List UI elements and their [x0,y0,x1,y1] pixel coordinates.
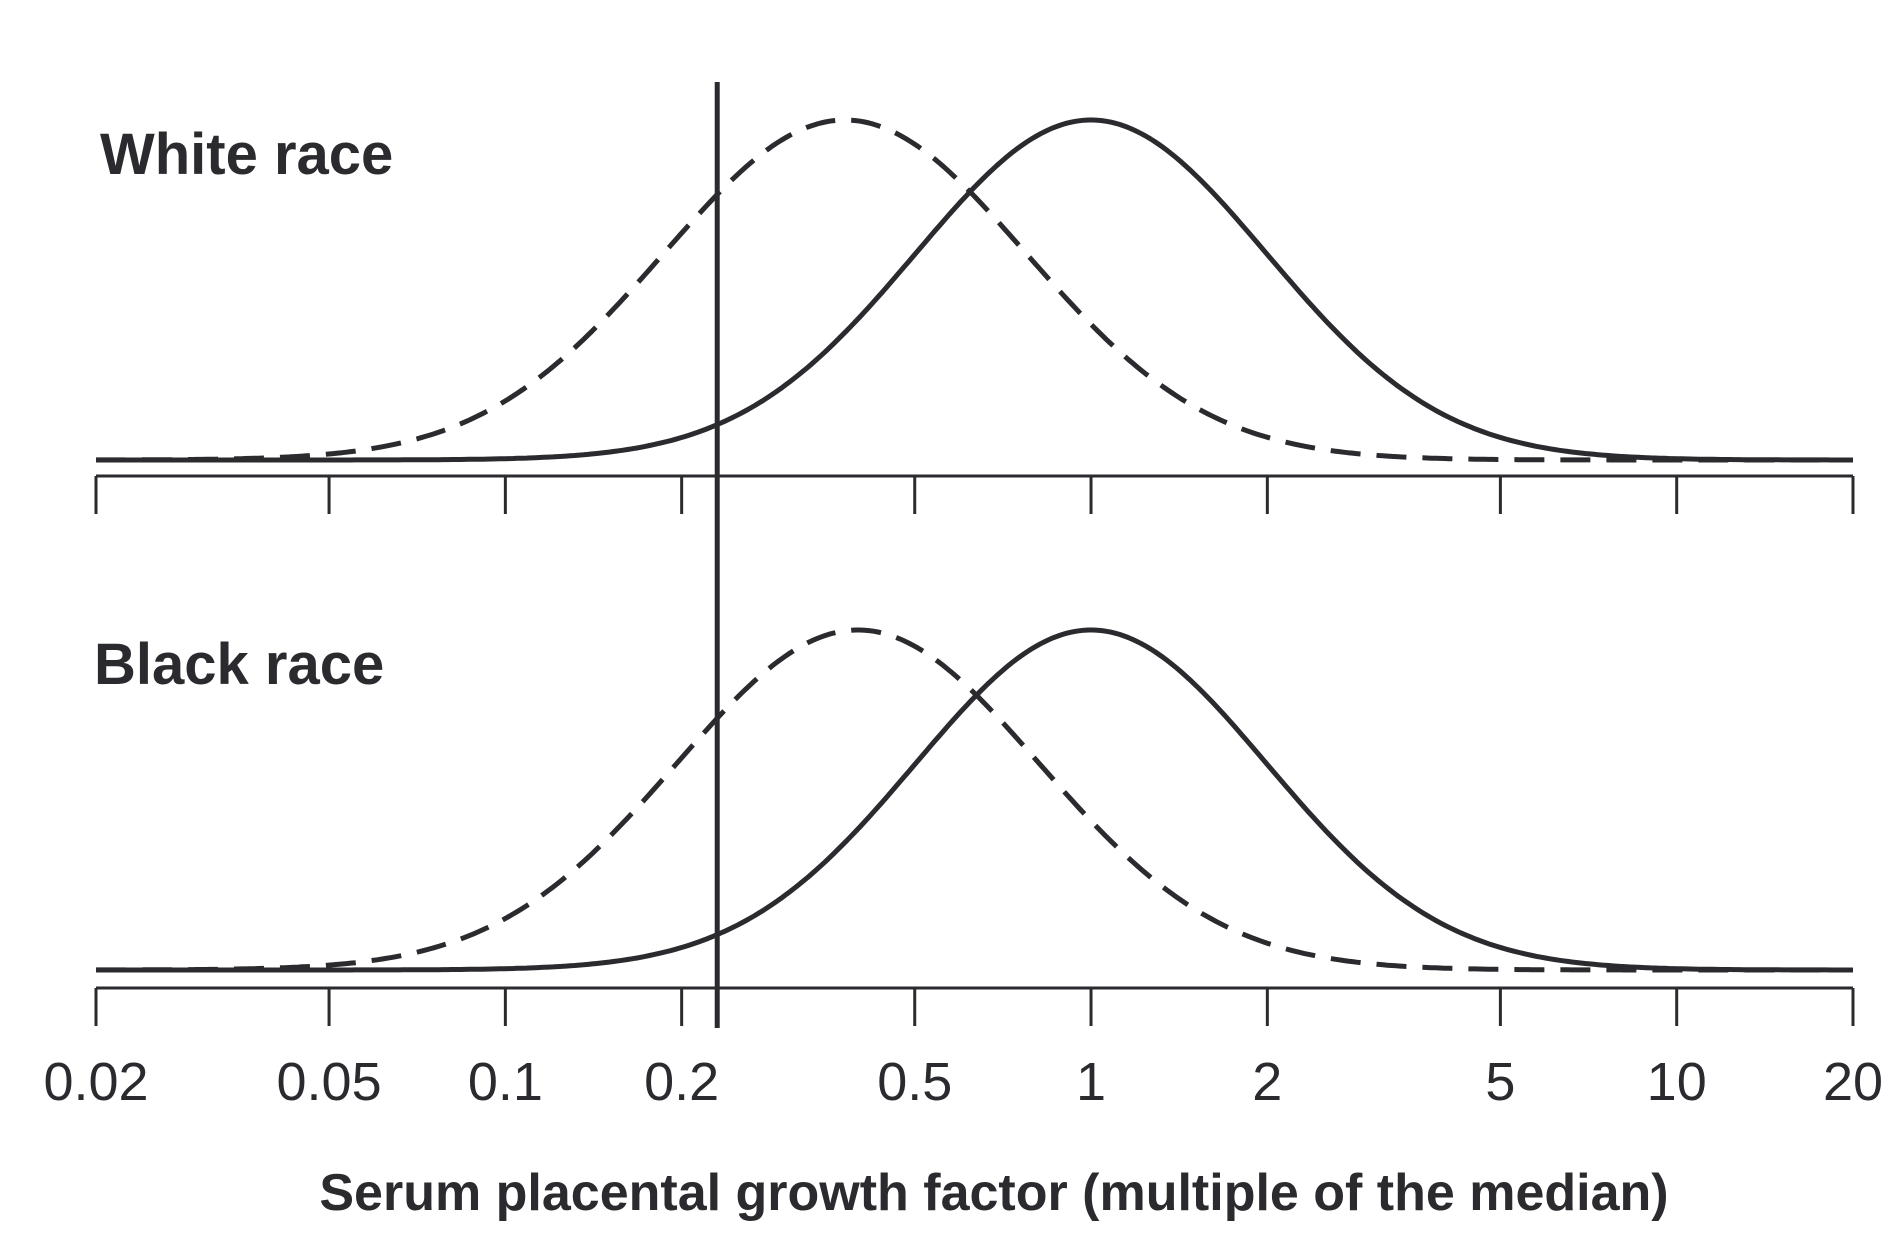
x-axis-title: Serum placental growth factor (multiple … [319,1164,1668,1222]
x-tick-label: 0.5 [877,1052,952,1112]
dashed-series-line [96,627,1853,973]
x-tick-label: 5 [1485,1052,1515,1112]
x-tick-label: 0.1 [468,1052,543,1112]
solid-series-line [96,627,1853,973]
x-tick-label: 20 [1823,1052,1883,1112]
x-tick-label: 0.05 [277,1052,382,1112]
panel-black-race: Black race 0.02 0.05 0.1 0.2 0.5 1 2 5 10 20 [43,627,1883,1112]
panel-white-race: White race [94,117,1855,514]
panel-label: Black race [94,632,384,697]
solid-series-line [96,117,1853,463]
x-tick-label: 1 [1076,1052,1106,1112]
x-tick-label: 0.2 [644,1052,719,1112]
x-tick-label: 2 [1252,1052,1282,1112]
x-tick-label: 10 [1647,1052,1707,1112]
x-tick-label: 0.02 [43,1052,148,1112]
panel-label: White race [100,122,393,187]
dashed-series-line [96,117,1853,463]
